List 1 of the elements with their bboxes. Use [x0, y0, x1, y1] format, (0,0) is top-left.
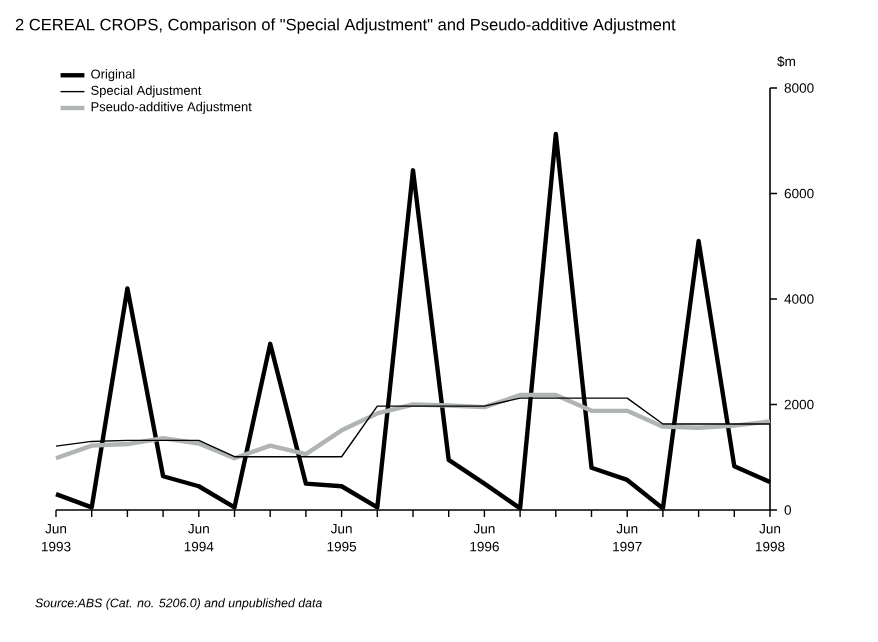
chart-title: 2 CEREAL CROPS, Comparison of "Special Adjustment" and Pseudo-additive Adjustment — [15, 18, 676, 34]
